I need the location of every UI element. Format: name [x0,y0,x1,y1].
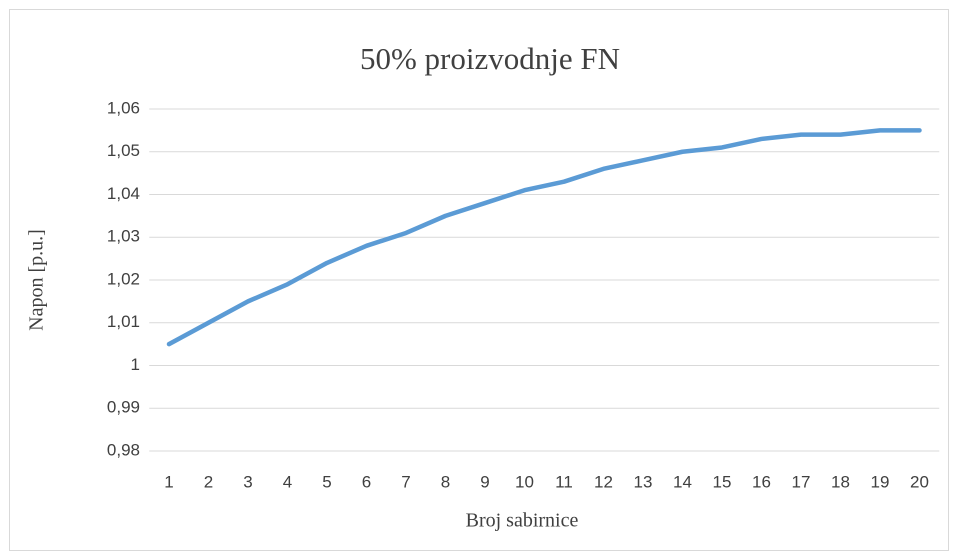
chart-title: 50% proizvodnje FN [360,41,620,76]
x-tick-label: 10 [515,472,534,491]
y-axis-label: Napon [p.u.] [26,229,48,331]
y-tick-label: 1,06 [107,98,140,117]
y-tick-label: 0,98 [107,440,140,459]
x-tick-label: 5 [322,472,331,491]
x-tick-label: 13 [634,472,653,491]
y-tick-label: 1,04 [107,184,140,203]
y-tick-label: 1 [131,355,140,374]
x-tick-label: 3 [243,472,252,491]
x-tick-label: 7 [401,472,410,491]
y-tick-label: 1,05 [107,141,140,160]
x-tick-label: 18 [831,472,850,491]
y-tick-label: 1,01 [107,312,140,331]
y-tick-label: 1,02 [107,269,140,288]
x-tick-label: 15 [713,472,732,491]
x-tick-label: 20 [910,472,929,491]
y-tick-label: 0,99 [107,398,140,417]
series-line [166,128,922,347]
y-tick-label: 1,03 [107,227,140,246]
x-tick-label: 8 [441,472,450,491]
x-tick-label: 16 [752,472,771,491]
x-tick-label: 11 [555,472,573,491]
x-tick-label: 12 [594,472,613,491]
x-axis-label: Broj sabirnice [466,510,579,532]
x-tick-label: 19 [871,472,890,491]
x-tick-label: 2 [204,472,213,491]
x-tick-label: 1 [164,472,173,491]
x-tick-label: 14 [673,472,692,491]
x-tick-label: 4 [283,472,292,491]
x-tick-label: 17 [792,472,811,491]
x-tick-label: 9 [480,472,489,491]
x-tick-label: 6 [362,472,371,491]
